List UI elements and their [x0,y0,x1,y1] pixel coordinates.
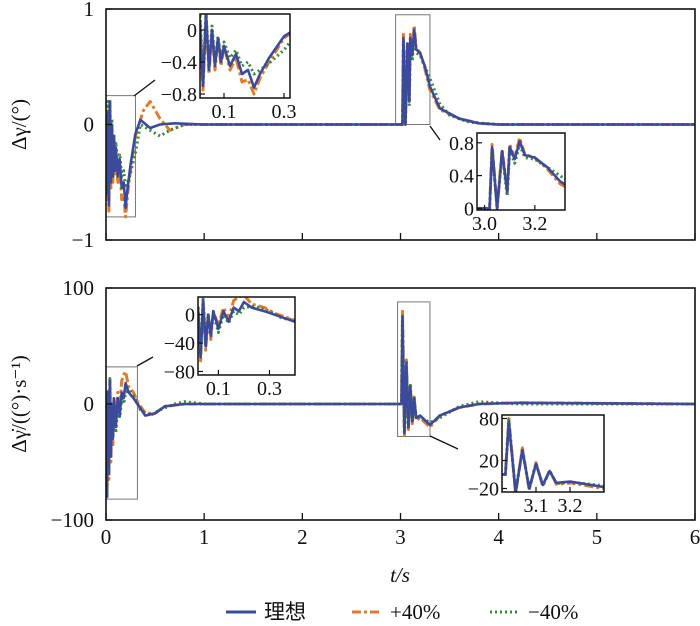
x-tick-label: 2 [297,525,308,549]
inset-frame [199,13,291,99]
inset-y-tick-label: −20 [468,479,499,501]
inset-series-1 [200,14,290,96]
inset-series-2 [477,143,565,210]
inset-x-tick-label: 3.0 [472,213,497,235]
x-tick-label: 5 [592,525,603,549]
inset-x-tick-label: 0.1 [212,101,237,123]
inset-series-group [198,297,295,363]
inset-y-tick-label: −80 [164,361,195,383]
y-tick-label: 1 [84,0,95,21]
y-tick-label: 0 [84,392,95,416]
legend-label-1: +40% [390,600,440,624]
inset-series-0 [200,14,290,89]
x-tick-label: 4 [493,525,504,549]
inset-y-tick-label: −0.4 [161,52,197,74]
inset-connector [136,356,154,367]
inset-series-1 [477,136,565,210]
main-series-0 [106,315,695,499]
inset-series-0 [477,139,565,210]
y-tick-label: −100 [51,508,94,532]
inset-series-group [502,417,604,492]
inset-y-tick-label: 0 [187,20,197,42]
inset-y-tick-label: 0.4 [449,166,474,188]
inset-series-0 [502,420,604,492]
inset-x-tick-label: 0.3 [272,101,297,123]
main-series-0 [106,28,695,209]
inset-x-tick-label: 0.3 [257,378,282,400]
y-axis-label: Δγ̇/((°)·s⁻¹) [7,355,31,453]
panel-0: 1 0 −1 Δγ/(°) 0.1 0.3 0 −0.4 −0.8 3.0 3.2 0.8 0.4 0 [7,0,696,252]
inset-y-tick-label: 80 [479,409,499,431]
inset-connector [429,435,459,450]
inset-connector [429,125,441,141]
inset-x-tick-label: 3.2 [558,495,583,517]
inset-frame [476,132,566,211]
inset-x-tick-label: 3.2 [522,213,547,235]
legend: 理想 +40% −40% [226,600,578,624]
inset-0: 0.1 0.3 0 −40 −80 [136,296,296,400]
inset-frame [197,296,296,376]
inset-connector [133,79,156,97]
inset-y-tick-label: −0.8 [161,84,197,106]
inset-1: 3.1 3.2 80 20 −20 [429,409,605,517]
legend-label-2: −40% [528,600,578,624]
y-tick-label: 0 [84,113,95,137]
inset-y-tick-label: −40 [164,333,195,355]
inset-y-tick-label: 0.8 [449,133,474,155]
zoom-region-box [397,301,431,437]
x-axis-label: t/s [390,563,410,587]
inset-y-tick-label: 0 [185,305,195,327]
y-axis-label: Δγ/(°) [7,99,31,150]
inset-1: 3.0 3.2 0.8 0.4 0 [429,125,566,235]
inset-series-group [200,14,290,96]
inset-series-group [477,136,565,210]
inset-frame [501,414,605,493]
inset-y-tick-label: 20 [479,451,499,473]
main-series-group [106,23,695,219]
inset-y-tick-label: 0 [464,198,474,220]
zoom-region-box [395,14,431,125]
panel-1: 0 1 2 3 4 5 6 100 0 −100 Δγ̇/((°)·s⁻¹) 0.1 0.3 0 −40 −8… [7,276,700,549]
y-tick-label: −1 [72,228,94,252]
y-tick-label: 100 [63,276,95,300]
inset-series-0 [198,299,295,359]
legend-label-0: 理想 [264,600,306,624]
x-tick-label: 3 [395,525,406,549]
inset-0: 0.1 0.3 0 −0.4 −0.8 [133,13,297,123]
x-tick-label: 0 [101,525,112,549]
inset-x-tick-label: 0.1 [206,378,231,400]
main-series-group [106,309,695,499]
x-tick-label: 1 [199,525,210,549]
inset-x-tick-label: 3.1 [524,495,549,517]
x-tick-label: 6 [690,525,700,549]
